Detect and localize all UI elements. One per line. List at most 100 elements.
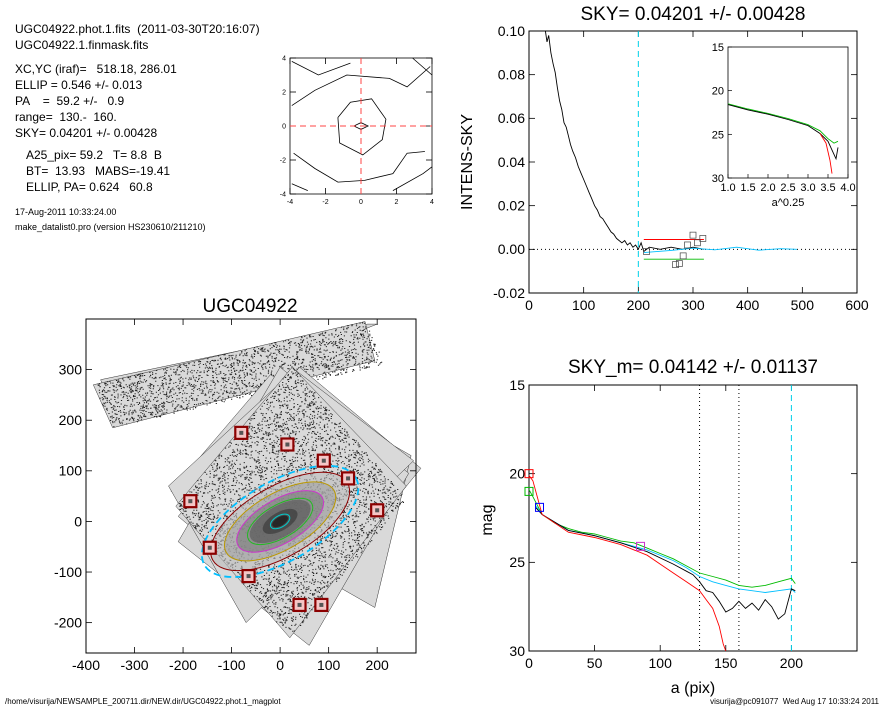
sky-marker	[643, 248, 650, 255]
centroid-contour-line	[293, 151, 425, 183]
footer-userstamp: visurija@pc091077 Wed Aug 17 10:33:24 20…	[710, 697, 879, 706]
inset-xtick-label: 3.5	[820, 182, 835, 194]
galaxy-ytick-label: 200	[59, 412, 83, 428]
footer-filepath: /home/visurija/NEWSAMPLE_200711.dir/NEW.…	[5, 697, 281, 706]
inset-xlabel: a^0.25	[772, 197, 805, 209]
mag-ytick-label: 25	[509, 554, 525, 570]
galaxy-xtick-label: -200	[169, 657, 197, 673]
mag-marker	[636, 541, 646, 551]
sky-marker	[672, 261, 679, 268]
galaxy-ytick-label: 100	[59, 463, 83, 479]
galaxy-ytick-label: -200	[54, 615, 82, 631]
galaxy-glow	[272, 515, 288, 528]
mag-plot-frame	[528, 384, 858, 652]
galaxy-field-top-noise	[97, 322, 383, 428]
sky-xtick-label: 300	[681, 297, 705, 313]
sky-series-line	[643, 246, 797, 254]
centroid-xtick-label: -4	[287, 199, 293, 206]
inset-series-line	[727, 104, 839, 161]
galaxy-isophote-ellipse	[269, 513, 291, 530]
centroid-contour-line	[291, 66, 431, 106]
inset-series-line	[819, 133, 833, 174]
info-panel: UGC04922.phot.1.fits (2011-03-30T20:16:0…	[0, 0, 280, 240]
mag-ticks: 0 50 100 150 200 15 20 25 30	[509, 377, 857, 671]
inset-ticks: 1.0 1.5 2.0 2.5 3.0 3.5 4.0 15 20 25 30	[712, 42, 856, 194]
galaxy-xtick-label: 200	[365, 657, 389, 673]
sky-plot-title: SKY= 0.04201 +/- 0.00428	[580, 4, 805, 25]
galaxy-xtick-label: -300	[121, 657, 149, 673]
galaxy-image-plot: UGC04922 -400 -300 -200 -100 0 100 200 -200 -100…	[54, 296, 422, 673]
sky-ticks: 0 100 200 300 400 500 600 -0.02 0.00 0.02 0.04 0.06…	[493, 23, 869, 313]
inset-xtick-label: 2.0	[760, 182, 775, 194]
inset-ytick-label: 15	[712, 42, 724, 54]
mag-series-line	[535, 507, 796, 620]
mag-xtick-label: 0	[525, 655, 533, 671]
mag-plot-ylabel: mag	[479, 504, 496, 535]
centroid-xtick-label: 4	[430, 199, 434, 206]
centroid-contour-line	[291, 61, 351, 76]
info-range: range= 130.- 160.	[15, 110, 117, 124]
inset-xtick-label: 2.5	[780, 182, 795, 194]
info-maskname: UGC04922.1.finmask.fits	[15, 38, 149, 52]
sky-profile-plot: SKY= 0.04201 +/- 0.00428 INTENS-SKY 0 100…	[459, 4, 869, 313]
centroid-contour-line	[337, 98, 387, 156]
mag-marker	[524, 486, 534, 496]
galaxy-isophote-ellipse	[247, 497, 314, 546]
galaxy-sky-box-center	[246, 574, 251, 579]
centroid-ytick-label: 4	[282, 55, 286, 62]
centroid-contours	[291, 57, 433, 191]
sky-series-line	[544, 30, 704, 253]
centroid-ytick-label: 2	[282, 89, 286, 96]
centroid-contour-line	[412, 57, 433, 76]
sky-xtick-label: 400	[736, 297, 760, 313]
sky-marker	[699, 235, 707, 242]
centroid-xtick-label: 0	[359, 199, 363, 206]
info-sky: SKY= 0.04201 +/- 0.00428	[15, 126, 158, 140]
sky-marker	[689, 231, 697, 239]
sky-inset-plot: 1.0 1.5 2.0 2.5 3.0 3.5 4.0 15 20 25 30 a^0.25	[712, 42, 856, 209]
inset-series	[727, 103, 839, 174]
galaxy-sky-box-center	[319, 602, 324, 607]
info-date: 17-Aug-2011 10:33:24.00	[15, 207, 117, 217]
centroid-ytick-label: 0	[282, 123, 286, 130]
mag-xtick-label: 50	[587, 655, 603, 671]
galaxy-isophote-ellipse	[200, 464, 360, 578]
centroid-ytick-label: -2	[280, 157, 286, 164]
inset-xtick-label: 3.0	[800, 182, 815, 194]
inset-xtick-label: 4.0	[840, 182, 855, 194]
galaxy-sky-box-center	[346, 476, 351, 481]
centroid-xtick-label: 2	[395, 199, 399, 206]
galaxy-sky-box-center	[239, 430, 244, 435]
galaxy-title: UGC04922	[202, 296, 297, 317]
centroid-contour-line	[353, 122, 370, 130]
galaxy-isophote-ellipse	[236, 490, 325, 553]
galaxy-sky-box-center	[321, 458, 326, 463]
mag-marker	[534, 502, 544, 512]
info-program: make_datalist0.pro (version HS230610/211…	[15, 222, 206, 232]
inset-xtick-label: 1.0	[720, 182, 735, 194]
info-center: XC,YC (iraf)= 518.18, 286.01	[15, 62, 177, 76]
sky-marker	[694, 239, 701, 247]
galaxy-xtick-label: 0	[276, 657, 284, 673]
mag-ytick-label: 20	[509, 466, 525, 482]
mag-ytick-label: 30	[509, 643, 525, 659]
sky-xtick-label: 0	[525, 297, 533, 313]
galaxy-ytick-label: 0	[74, 513, 82, 529]
sky-marker	[679, 252, 687, 260]
galaxy-sky-box-center	[375, 508, 380, 513]
mag-series	[524, 385, 796, 652]
sky-ytick-label: 0.02	[498, 198, 525, 214]
mag-series-line	[528, 489, 796, 588]
centroid-xtick-label: -2	[322, 199, 328, 206]
galaxy-frame	[85, 318, 417, 654]
sky-ytick-label: 0.10	[498, 23, 525, 39]
sky-ytick-label: 0.00	[498, 241, 525, 257]
sky-xtick-label: 500	[791, 297, 815, 313]
galaxy-sky-box-center	[297, 602, 302, 607]
info-a25: A25_pix= 59.2 T= 8.8 B	[26, 148, 162, 162]
inset-frame	[727, 46, 849, 179]
sky-series	[529, 30, 857, 293]
sky-xtick-label: 100	[572, 297, 596, 313]
info-bt: BT= 13.93 MABS=-19.41	[26, 164, 171, 178]
